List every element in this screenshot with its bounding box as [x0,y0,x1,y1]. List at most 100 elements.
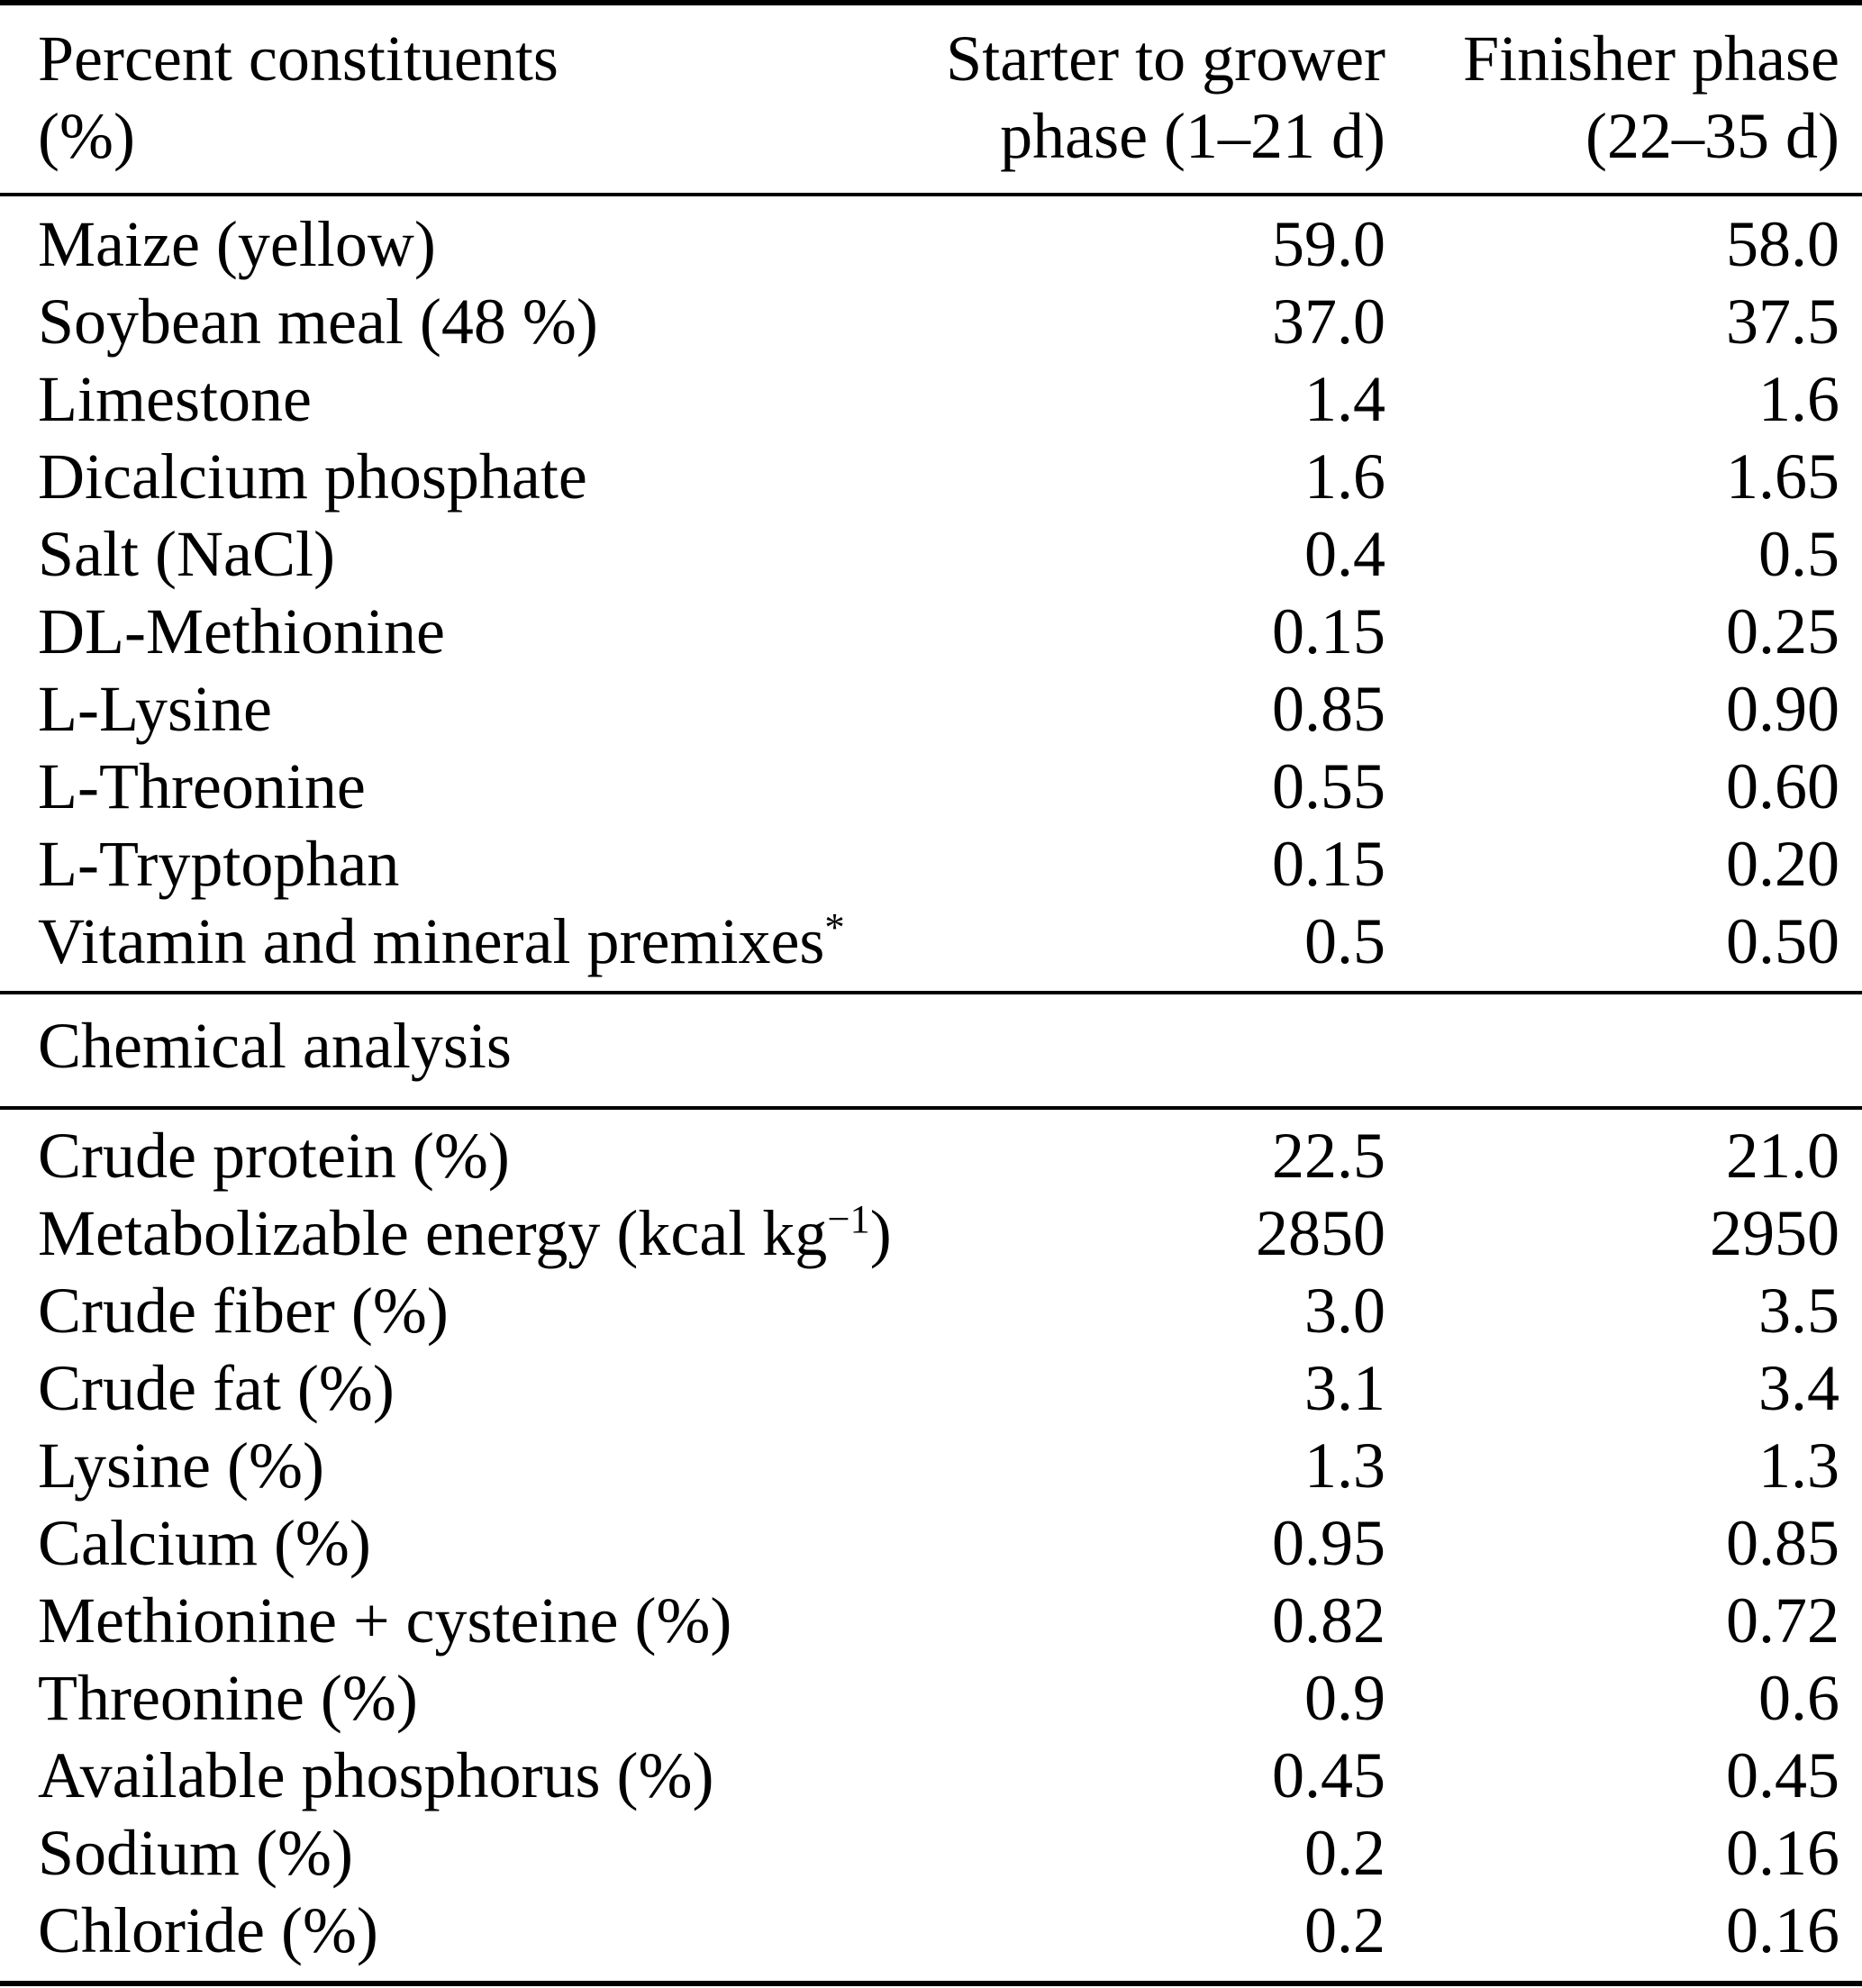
table-row: Soybean meal (48 %) 37.0 37.5 [0,283,1862,360]
row-label-text: Crude fat (%) [38,1352,395,1424]
finisher-value: 37.5 [1726,286,1839,358]
starter-value: 1.6 [1304,440,1385,513]
table-row: Dicalcium phosphate 1.6 1.65 [0,438,1862,515]
row-label-text: Dicalcium phosphate [38,440,587,513]
starter-value: 0.2 [1304,1894,1385,1966]
starter-value: 0.5 [1304,905,1385,977]
starter-value: 0.95 [1272,1507,1385,1579]
finisher-value: 0.25 [1726,595,1839,667]
row-label: Sodium (%) [0,1814,941,1892]
finisher-value: 0.5 [1758,518,1839,590]
header-row: Percent constituents (%) Starter to grow… [0,3,1862,196]
finisher-value: 1.65 [1726,440,1839,513]
row-label-text: ) [869,1197,892,1269]
table-row: Chloride (%) 0.2 0.16 [0,1892,1862,1983]
table-header: Percent constituents (%) Starter to grow… [0,3,1862,196]
row-label: DL-Methionine [0,593,941,670]
finisher-value: 0.90 [1726,673,1839,745]
row-label-text: Limestone [38,363,312,435]
row-label: Calcium (%) [0,1504,941,1582]
row-label: Dicalcium phosphate [0,438,941,515]
row-label-text: DL-Methionine [38,595,445,667]
table-row: Methionine + cysteine (%) 0.82 0.72 [0,1582,1862,1659]
row-label: Maize (yellow) [0,195,941,283]
row-label-text: Lysine (%) [38,1430,324,1502]
finisher-value: 0.60 [1726,750,1839,822]
starter-value: 0.82 [1272,1584,1385,1657]
row-label-text: Soybean meal (48 %) [38,286,598,358]
row-label-text: Vitamin and mineral premixes [38,905,825,977]
row-label: Crude fat (%) [0,1349,941,1427]
row-label: Crude protein (%) [0,1108,941,1194]
starter-value: 0.15 [1272,595,1385,667]
starter-value: 22.5 [1272,1120,1385,1192]
header-cell-constituents: Percent constituents (%) [0,3,941,196]
finisher-value: 1.6 [1758,363,1839,435]
header-cell-finisher-phase: Finisher phase (22–35 d) [1385,3,1862,196]
row-label-text: Salt (NaCl) [38,518,335,590]
row-label-text: Methionine + cysteine (%) [38,1584,732,1657]
starter-value: 2850 [1256,1197,1385,1269]
superscript: * [824,904,845,950]
row-label-text: Maize (yellow) [38,208,436,280]
row-label-text: Crude protein (%) [38,1120,510,1192]
row-label: L-Lysine [0,670,941,748]
header-line: (%) [38,100,135,172]
finisher-value: 0.6 [1758,1662,1839,1734]
row-label-text: Threonine (%) [38,1662,418,1734]
finisher-value: 21.0 [1726,1120,1839,1192]
row-label: Vitamin and mineral premixes* [0,903,941,993]
row-label: Chloride (%) [0,1892,941,1983]
row-label: Lysine (%) [0,1427,941,1504]
superscript: −1 [827,1196,870,1242]
row-label-text: Chloride (%) [38,1894,378,1966]
row-label-text: Available phosphorus (%) [38,1739,714,1811]
table-row: Sodium (%) 0.2 0.16 [0,1814,1862,1892]
ingredients-section: Maize (yellow) 59.0 58.0 Soybean meal (48 %… [0,195,1862,993]
finisher-value: 2950 [1710,1197,1839,1269]
table-row: Crude fat (%) 3.1 3.4 [0,1349,1862,1427]
starter-value: 59.0 [1272,208,1385,280]
row-label: Limestone [0,360,941,438]
finisher-value: 3.4 [1758,1352,1839,1424]
row-label: Methionine + cysteine (%) [0,1582,941,1659]
row-label: Crude fiber (%) [0,1272,941,1349]
table-row: Available phosphorus (%) 0.45 0.45 [0,1737,1862,1814]
starter-value: 0.4 [1304,518,1385,590]
section-heading-row: Chemical analysis [0,991,1862,1110]
row-label-text: Sodium (%) [38,1817,353,1889]
header-line: phase (1–21 d) [1000,100,1385,172]
chemical-analysis-heading-row: Chemical analysis [0,991,1862,1110]
chemical-analysis-section: Crude protein (%) 22.5 21.0 Metabolizable e… [0,1108,1862,1983]
header-line: Percent constituents [38,23,559,95]
starter-value: 1.4 [1304,363,1385,435]
starter-value: 3.1 [1304,1352,1385,1424]
row-label: L-Threonine [0,748,941,825]
header-cell-starter-phase: Starter to grower phase (1–21 d) [941,3,1385,196]
row-label: Metabolizable energy (kcal kg−1) [0,1194,941,1272]
row-label-text: Metabolizable energy (kcal kg [38,1197,828,1269]
table-row: Crude protein (%) 22.5 21.0 [0,1108,1862,1194]
table-row: Limestone 1.4 1.6 [0,360,1862,438]
finisher-value: 58.0 [1726,208,1839,280]
table-row: Salt (NaCl) 0.4 0.5 [0,515,1862,593]
finisher-value: 0.50 [1726,905,1839,977]
finisher-value: 0.20 [1726,828,1839,900]
starter-value: 0.2 [1304,1817,1385,1889]
finisher-value: 0.72 [1726,1584,1839,1657]
header-line: Finisher phase [1463,23,1839,95]
starter-value: 0.45 [1272,1739,1385,1811]
finisher-value: 3.5 [1758,1275,1839,1347]
finisher-value: 0.85 [1726,1507,1839,1579]
section-heading: Chemical analysis [0,991,1862,1110]
header-line: (22–35 d) [1585,100,1839,172]
finisher-value: 0.16 [1726,1817,1839,1889]
table-row: Crude fiber (%) 3.0 3.5 [0,1272,1862,1349]
row-label-text: L-Lysine [38,673,272,745]
row-label: Soybean meal (48 %) [0,283,941,360]
table-row: Vitamin and mineral premixes* 0.5 0.50 [0,903,1862,993]
row-label: Available phosphorus (%) [0,1737,941,1814]
finisher-value: 1.3 [1758,1430,1839,1502]
finisher-value: 0.45 [1726,1739,1839,1811]
